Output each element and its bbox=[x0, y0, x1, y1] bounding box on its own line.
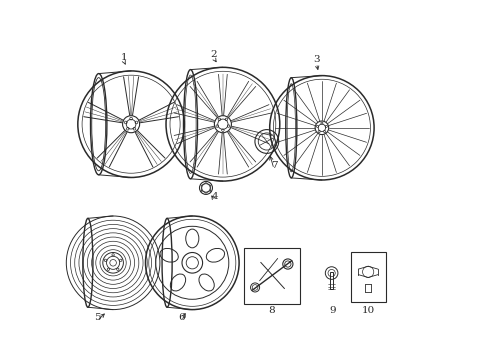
Text: 7: 7 bbox=[270, 161, 277, 170]
Bar bbox=[244, 248, 300, 304]
Text: 4: 4 bbox=[211, 192, 218, 202]
Text: 1: 1 bbox=[121, 53, 127, 62]
Text: 2: 2 bbox=[210, 50, 217, 59]
Text: 9: 9 bbox=[329, 306, 335, 315]
Bar bbox=[329, 272, 333, 289]
Text: 5: 5 bbox=[93, 313, 100, 322]
Text: 6: 6 bbox=[178, 313, 184, 322]
Text: 3: 3 bbox=[312, 55, 319, 64]
Bar bbox=[350, 252, 385, 302]
Text: 8: 8 bbox=[268, 306, 275, 315]
Text: 10: 10 bbox=[361, 306, 374, 315]
